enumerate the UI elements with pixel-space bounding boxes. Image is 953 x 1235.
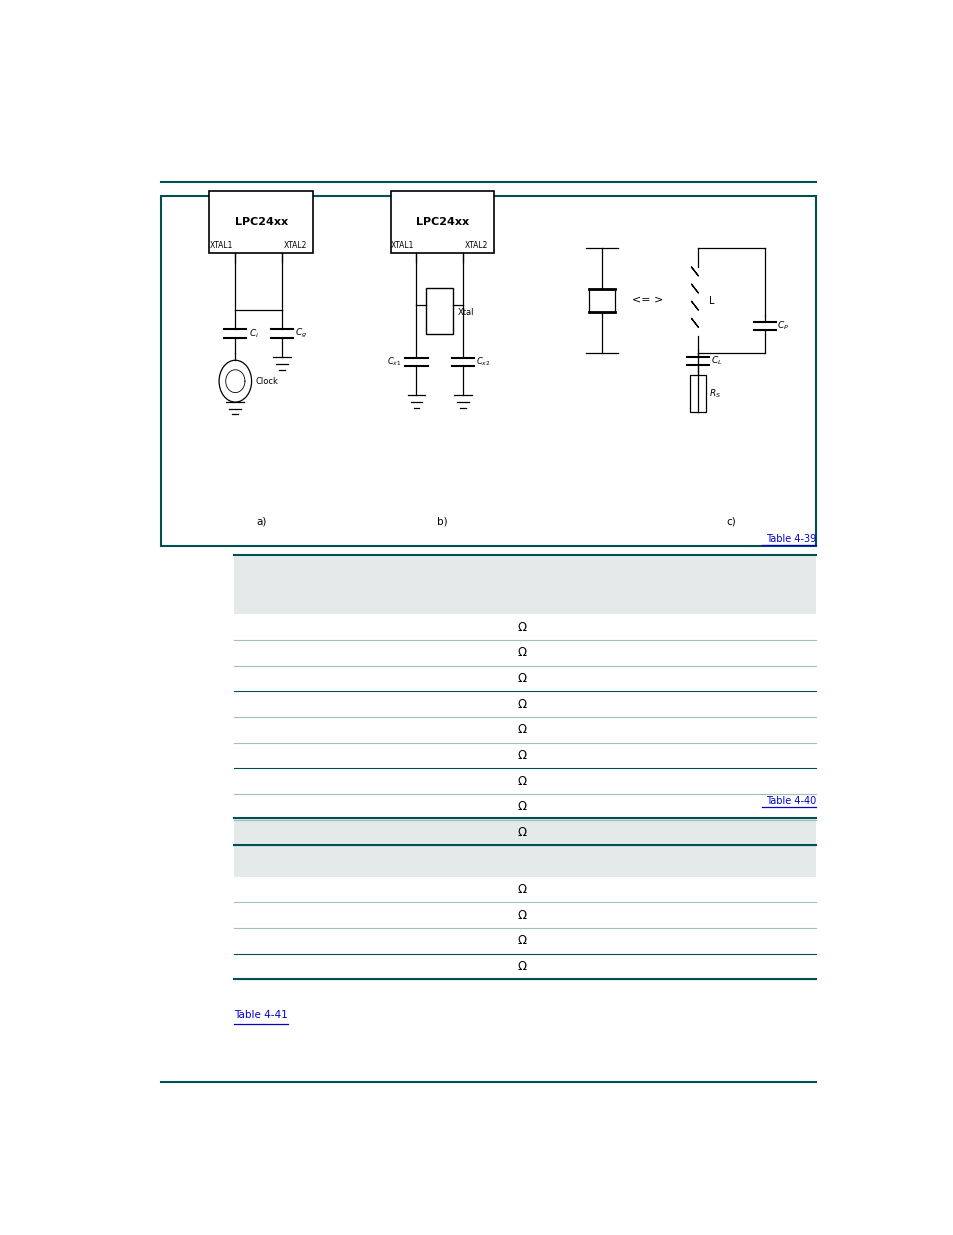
Text: Ω: Ω [517, 774, 526, 788]
Text: Xtal: Xtal [457, 309, 475, 317]
Bar [426, 288, 453, 333]
Text: Ω: Ω [517, 883, 526, 895]
Text: LPC24xx: LPC24xx [234, 217, 288, 227]
Text: Ω: Ω [517, 646, 526, 659]
Text: Table 4-39: Table 4-39 [765, 534, 816, 543]
Bar [689, 375, 705, 411]
Bar [588, 289, 615, 311]
Text: $R_S$: $R_S$ [708, 388, 720, 400]
Text: Ω: Ω [517, 672, 526, 685]
Text: Ω: Ω [517, 909, 526, 921]
Text: XTAL1: XTAL1 [390, 241, 414, 249]
Text: Ω: Ω [517, 724, 526, 736]
Bar [233, 556, 816, 614]
Text: Ω: Ω [517, 620, 526, 634]
Text: Ω: Ω [517, 698, 526, 710]
Text: $C_P$: $C_P$ [777, 320, 788, 332]
Text: Table 4-41: Table 4-41 [233, 1010, 287, 1020]
Text: c): c) [726, 516, 736, 526]
Text: $C_{x1}$: $C_{x1}$ [387, 356, 401, 368]
Text: Ω: Ω [517, 800, 526, 813]
Text: Ω: Ω [517, 748, 526, 762]
Text: XTAL2: XTAL2 [464, 241, 487, 249]
Text: <= >: <= > [632, 295, 663, 305]
Bar [390, 191, 494, 253]
Text: L: L [708, 296, 714, 306]
Text: $C_i$: $C_i$ [249, 327, 258, 340]
Text: b): b) [436, 516, 447, 526]
Text: Ω: Ω [517, 826, 526, 839]
Text: $C_{x2}$: $C_{x2}$ [476, 356, 490, 368]
Bar [161, 196, 816, 546]
Text: $C_L$: $C_L$ [710, 354, 721, 368]
Text: Ω: Ω [517, 935, 526, 947]
Text: a): a) [255, 516, 266, 526]
Text: Ω: Ω [517, 960, 526, 973]
Text: Clock: Clock [255, 377, 278, 385]
Text: XTAL1: XTAL1 [210, 241, 233, 249]
Bar [210, 191, 313, 253]
Text: $C_g$: $C_g$ [294, 327, 307, 340]
Text: XTAL2: XTAL2 [283, 241, 307, 249]
Text: Table 4-40: Table 4-40 [765, 797, 816, 806]
Bar [233, 818, 816, 877]
Text: LPC24xx: LPC24xx [416, 217, 469, 227]
